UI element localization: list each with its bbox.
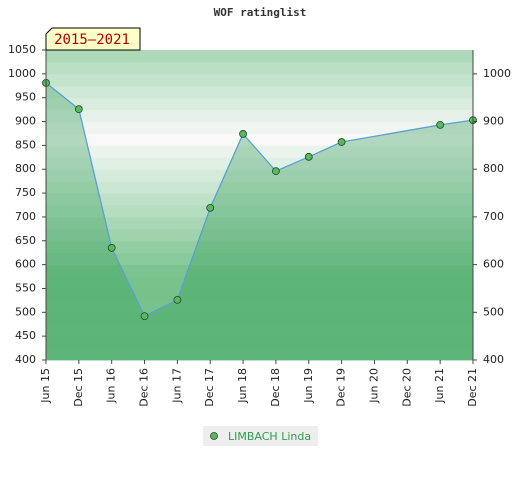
x-tick-label: Jun 15: [39, 368, 52, 404]
chart-title: WOF ratinglist: [214, 6, 307, 19]
y-tick-label: 900: [15, 115, 36, 128]
background-band: [46, 264, 473, 278]
point: [140, 312, 149, 321]
point: [74, 105, 83, 114]
background-band: [46, 133, 473, 146]
point: [304, 152, 313, 161]
background-band: [46, 157, 473, 170]
y2-tick-label: 400: [483, 353, 504, 366]
background-band: [46, 73, 473, 87]
background-band: [46, 240, 473, 254]
point: [436, 120, 445, 129]
background-band: [46, 169, 473, 182]
background-band: [46, 300, 473, 313]
y-tick-label: 400: [15, 353, 36, 366]
background-band: [46, 228, 473, 242]
x-tick-label: Dec 21: [466, 368, 479, 407]
point: [173, 296, 182, 304]
background-band: [46, 312, 473, 325]
background-band: [46, 181, 473, 194]
x-tick-label: Dec 19: [335, 368, 348, 407]
background-band: [46, 97, 473, 111]
line: [45, 82, 474, 317]
y2-tick-label: 1000: [483, 67, 511, 80]
y-tick-label: 650: [15, 234, 36, 247]
x-tick-label: Jun 21: [433, 368, 446, 404]
y2-tick-label: 500: [483, 305, 504, 318]
background-band: [46, 50, 473, 63]
legend-label: LIMBACH Linda: [228, 430, 311, 443]
background-band: [46, 276, 473, 289]
y-tick-label: 800: [15, 162, 36, 175]
point: [272, 167, 280, 176]
background-band: [46, 252, 473, 266]
y-tick-label: 950: [15, 91, 36, 104]
background-band: [46, 288, 473, 301]
y-tick-label: 600: [15, 258, 36, 271]
x-tick-label: Jun 16: [105, 368, 118, 404]
y-tick-label: 850: [15, 138, 36, 151]
annotation: 2015–2021: [54, 32, 130, 48]
y-tick-label: 750: [15, 186, 36, 199]
y-tick-label: 500: [15, 305, 36, 318]
background-band: [46, 324, 473, 337]
annotation-box: [45, 27, 141, 51]
background-band: [46, 205, 473, 218]
point: [107, 244, 116, 252]
y-tick-label: 1000: [8, 67, 36, 80]
x-tick-label: Dec 20: [400, 368, 413, 407]
y-tick-label: 450: [15, 329, 36, 342]
background-band: [46, 216, 473, 230]
x-tick-label: Dec 15: [72, 368, 85, 407]
x-tick-label: Dec 17: [203, 368, 216, 407]
y2-tick-label: 600: [483, 258, 504, 271]
x-tick-label: Jun 18: [236, 368, 249, 404]
x-tick-label: Dec 18: [269, 368, 282, 407]
x-tick-label: Jun 19: [302, 368, 315, 404]
x-tick-label: Jun 17: [170, 368, 183, 404]
y2-tick-label: 700: [483, 210, 504, 223]
background-band: [46, 121, 473, 134]
point: [337, 138, 346, 146]
y2-tick-label: 900: [483, 115, 504, 128]
point: [206, 203, 215, 212]
background-band: [46, 85, 473, 99]
y2-tick-label: 800: [483, 162, 504, 175]
area: [46, 82, 473, 361]
background-band: [46, 336, 473, 349]
x-tick-label: Jun 20: [367, 368, 380, 404]
background-band: [46, 61, 473, 75]
y-tick-label: 700: [15, 210, 36, 223]
background-band: [46, 348, 473, 361]
legend-box: [203, 426, 318, 446]
y-tick-label: 1050: [8, 43, 36, 56]
x-tick-label: Dec 16: [138, 368, 151, 407]
background-band: [46, 109, 473, 123]
y-tick-label: 550: [15, 281, 36, 294]
point: [239, 130, 247, 138]
legend-marker: [210, 432, 218, 440]
background-band: [46, 193, 473, 206]
